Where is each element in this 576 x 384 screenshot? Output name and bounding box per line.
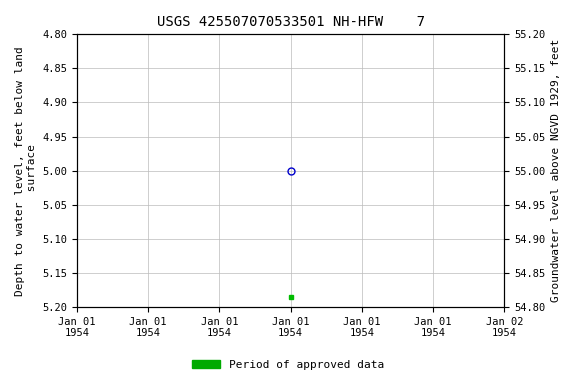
Y-axis label: Groundwater level above NGVD 1929, feet: Groundwater level above NGVD 1929, feet [551, 39, 561, 302]
Title: USGS 425507070533501 NH-HFW    7: USGS 425507070533501 NH-HFW 7 [157, 15, 425, 29]
Legend: Period of approved data: Period of approved data [188, 356, 388, 375]
Y-axis label: Depth to water level, feet below land
 surface: Depth to water level, feet below land su… [15, 46, 37, 296]
